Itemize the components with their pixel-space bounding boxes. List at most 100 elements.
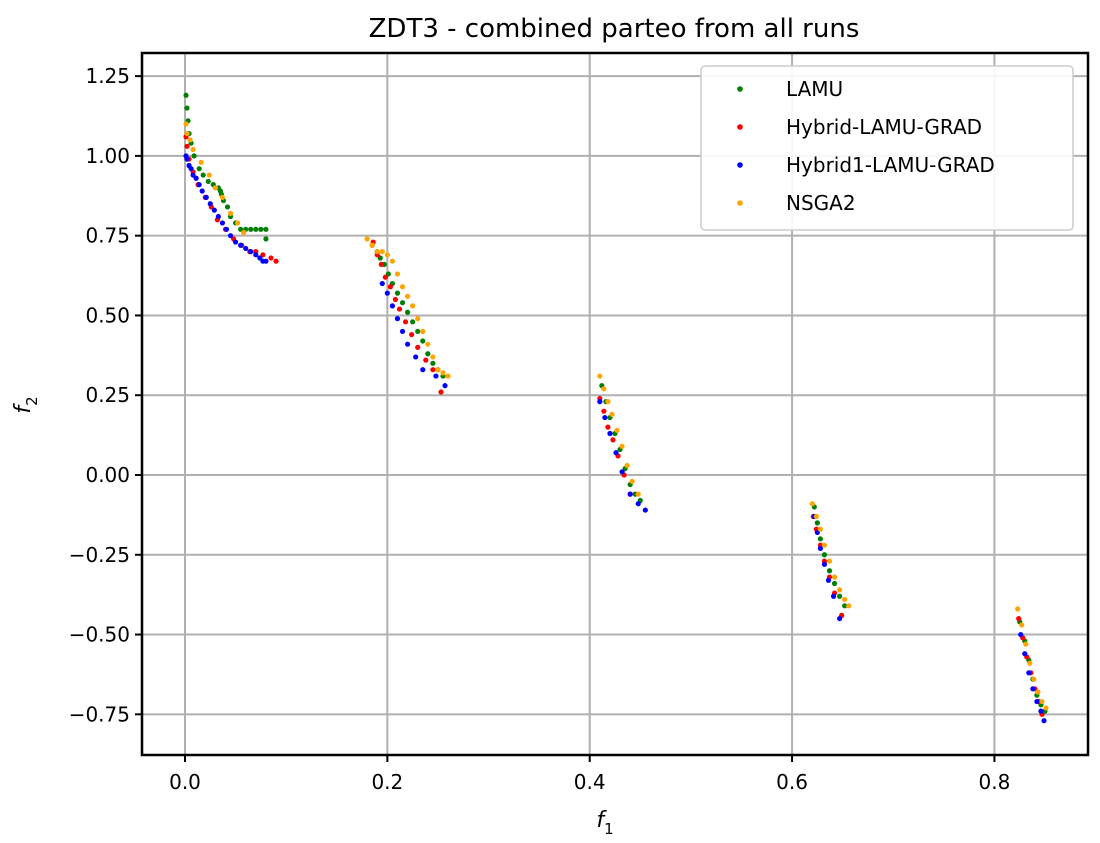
data-points: [183, 92, 1049, 724]
data-point: [232, 239, 239, 245]
data-point: [389, 258, 396, 264]
data-point: [817, 545, 823, 551]
data-point: [253, 252, 259, 258]
y-tick-label: 0.75: [85, 224, 130, 248]
x-axis-ticks: 0.0 0.2 0.4 0.6 0.8: [169, 755, 1010, 794]
data-point: [263, 226, 269, 232]
data-point: [1026, 670, 1032, 676]
data-point: [624, 462, 630, 469]
data-point: [382, 274, 388, 280]
data-point: [200, 172, 206, 178]
data-point: [364, 236, 370, 242]
y-axis-label: f2: [11, 396, 41, 413]
data-point: [211, 207, 217, 213]
data-point: [837, 593, 843, 599]
data-point: [420, 338, 426, 344]
data-point: [243, 245, 249, 252]
data-point: [378, 261, 384, 267]
data-point: [837, 615, 843, 622]
data-point: [1022, 651, 1028, 657]
data-point: [224, 204, 231, 210]
data-point: [440, 370, 446, 376]
data-point: [814, 520, 820, 526]
data-point: [1035, 689, 1041, 695]
legend-marker: [737, 200, 743, 206]
data-point: [219, 220, 226, 226]
data-point: [597, 373, 603, 379]
data-point: [438, 389, 444, 395]
data-point: [263, 236, 269, 242]
data-point: [396, 306, 403, 312]
data-point: [619, 443, 625, 449]
data-point: [394, 316, 401, 322]
data-point: [203, 194, 209, 200]
data-point: [609, 411, 615, 417]
x-tick-label: 0.6: [776, 770, 808, 794]
data-point: [190, 146, 196, 153]
data-point: [842, 596, 848, 603]
plot-frame: [140, 51, 1090, 757]
y-tick-label: 1.00: [85, 144, 130, 168]
data-point: [635, 501, 641, 507]
y-axis-label-main: f: [11, 403, 36, 414]
data-point: [445, 373, 451, 379]
data-point: [425, 351, 431, 357]
data-point: [619, 469, 625, 475]
data-point: [1041, 718, 1047, 724]
data-point: [1018, 631, 1024, 638]
x-axis-label-subscript: 1: [604, 820, 614, 838]
data-point: [404, 309, 411, 315]
data-point: [1027, 660, 1033, 666]
data-point: [420, 328, 426, 335]
data-point: [184, 105, 190, 111]
data-point: [379, 280, 385, 287]
data-point: [394, 290, 401, 296]
data-point: [392, 296, 399, 303]
data-point: [384, 252, 390, 258]
legend-box: [700, 65, 1074, 231]
data-point: [379, 249, 385, 255]
series-nsga2: [183, 121, 1049, 711]
y-tick-label: 0.00: [85, 463, 130, 487]
data-point: [830, 593, 837, 599]
data-point: [435, 367, 441, 373]
data-point: [614, 427, 620, 433]
data-point: [821, 552, 828, 558]
data-point: [187, 137, 193, 143]
data-point: [1015, 606, 1021, 612]
data-point: [1019, 622, 1025, 628]
data-point: [430, 360, 436, 366]
data-point: [193, 175, 199, 181]
data-point: [219, 194, 226, 200]
data-point: [227, 233, 234, 239]
data-point: [410, 319, 416, 325]
data-point: [184, 143, 190, 149]
data-point: [821, 561, 828, 567]
y-axis-ticks: 1.25 1.00 0.75 0.50 0.25 0.00 −0.25 −0.50 −0.75: [69, 64, 142, 726]
data-point: [1030, 686, 1036, 692]
data-point: [235, 220, 241, 226]
data-point: [425, 341, 431, 347]
data-point: [183, 121, 189, 127]
data-point: [430, 354, 436, 360]
data-point: [409, 331, 415, 338]
y-tick-label: 0.25: [85, 383, 130, 407]
legend-label: Hybrid-LAMU-GRAD: [786, 115, 982, 139]
legend: LAMU Hybrid-LAMU-GRAD Hybrid1-LAMU-GRAD NSG…: [700, 65, 1074, 231]
data-point: [809, 501, 815, 507]
data-point: [184, 130, 190, 137]
x-tick-label: 0.0: [169, 770, 201, 794]
data-point: [1034, 698, 1040, 705]
data-point: [248, 249, 254, 255]
data-point: [199, 188, 205, 194]
data-point: [846, 603, 852, 609]
series-hybrid1-lamu-grad: [183, 153, 1047, 724]
data-point: [207, 201, 213, 207]
data-point: [215, 213, 221, 220]
y-tick-label: −0.75: [69, 702, 130, 726]
data-point: [602, 414, 608, 421]
legend-label: LAMU: [786, 77, 843, 101]
legend-marker: [737, 162, 743, 168]
x-axis-label-main: f: [596, 808, 607, 833]
